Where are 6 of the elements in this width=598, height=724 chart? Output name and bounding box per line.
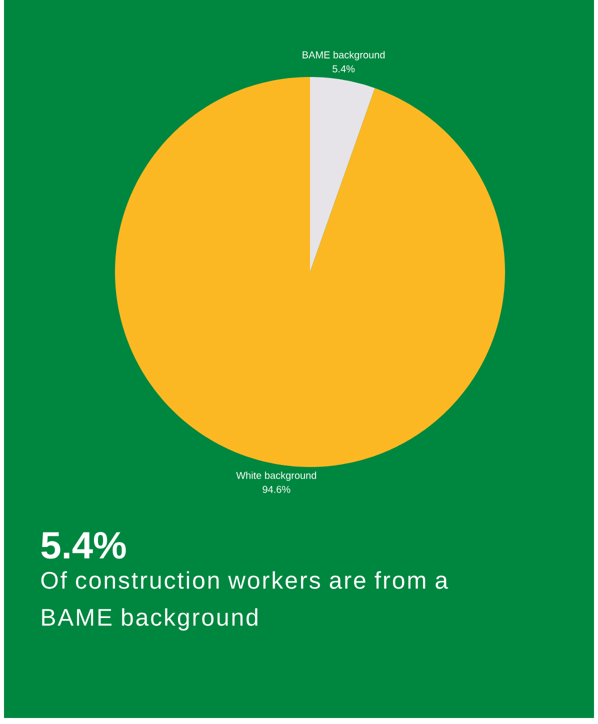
data-label: 94.6% xyxy=(262,486,290,493)
text: Of construction workers are from a BAME background xyxy=(41,571,448,631)
slice-label: BAME background xyxy=(302,51,385,60)
data-label: 5.4% xyxy=(332,65,355,72)
slice-label: White background xyxy=(236,472,316,481)
text: 5.4% xyxy=(41,532,126,559)
